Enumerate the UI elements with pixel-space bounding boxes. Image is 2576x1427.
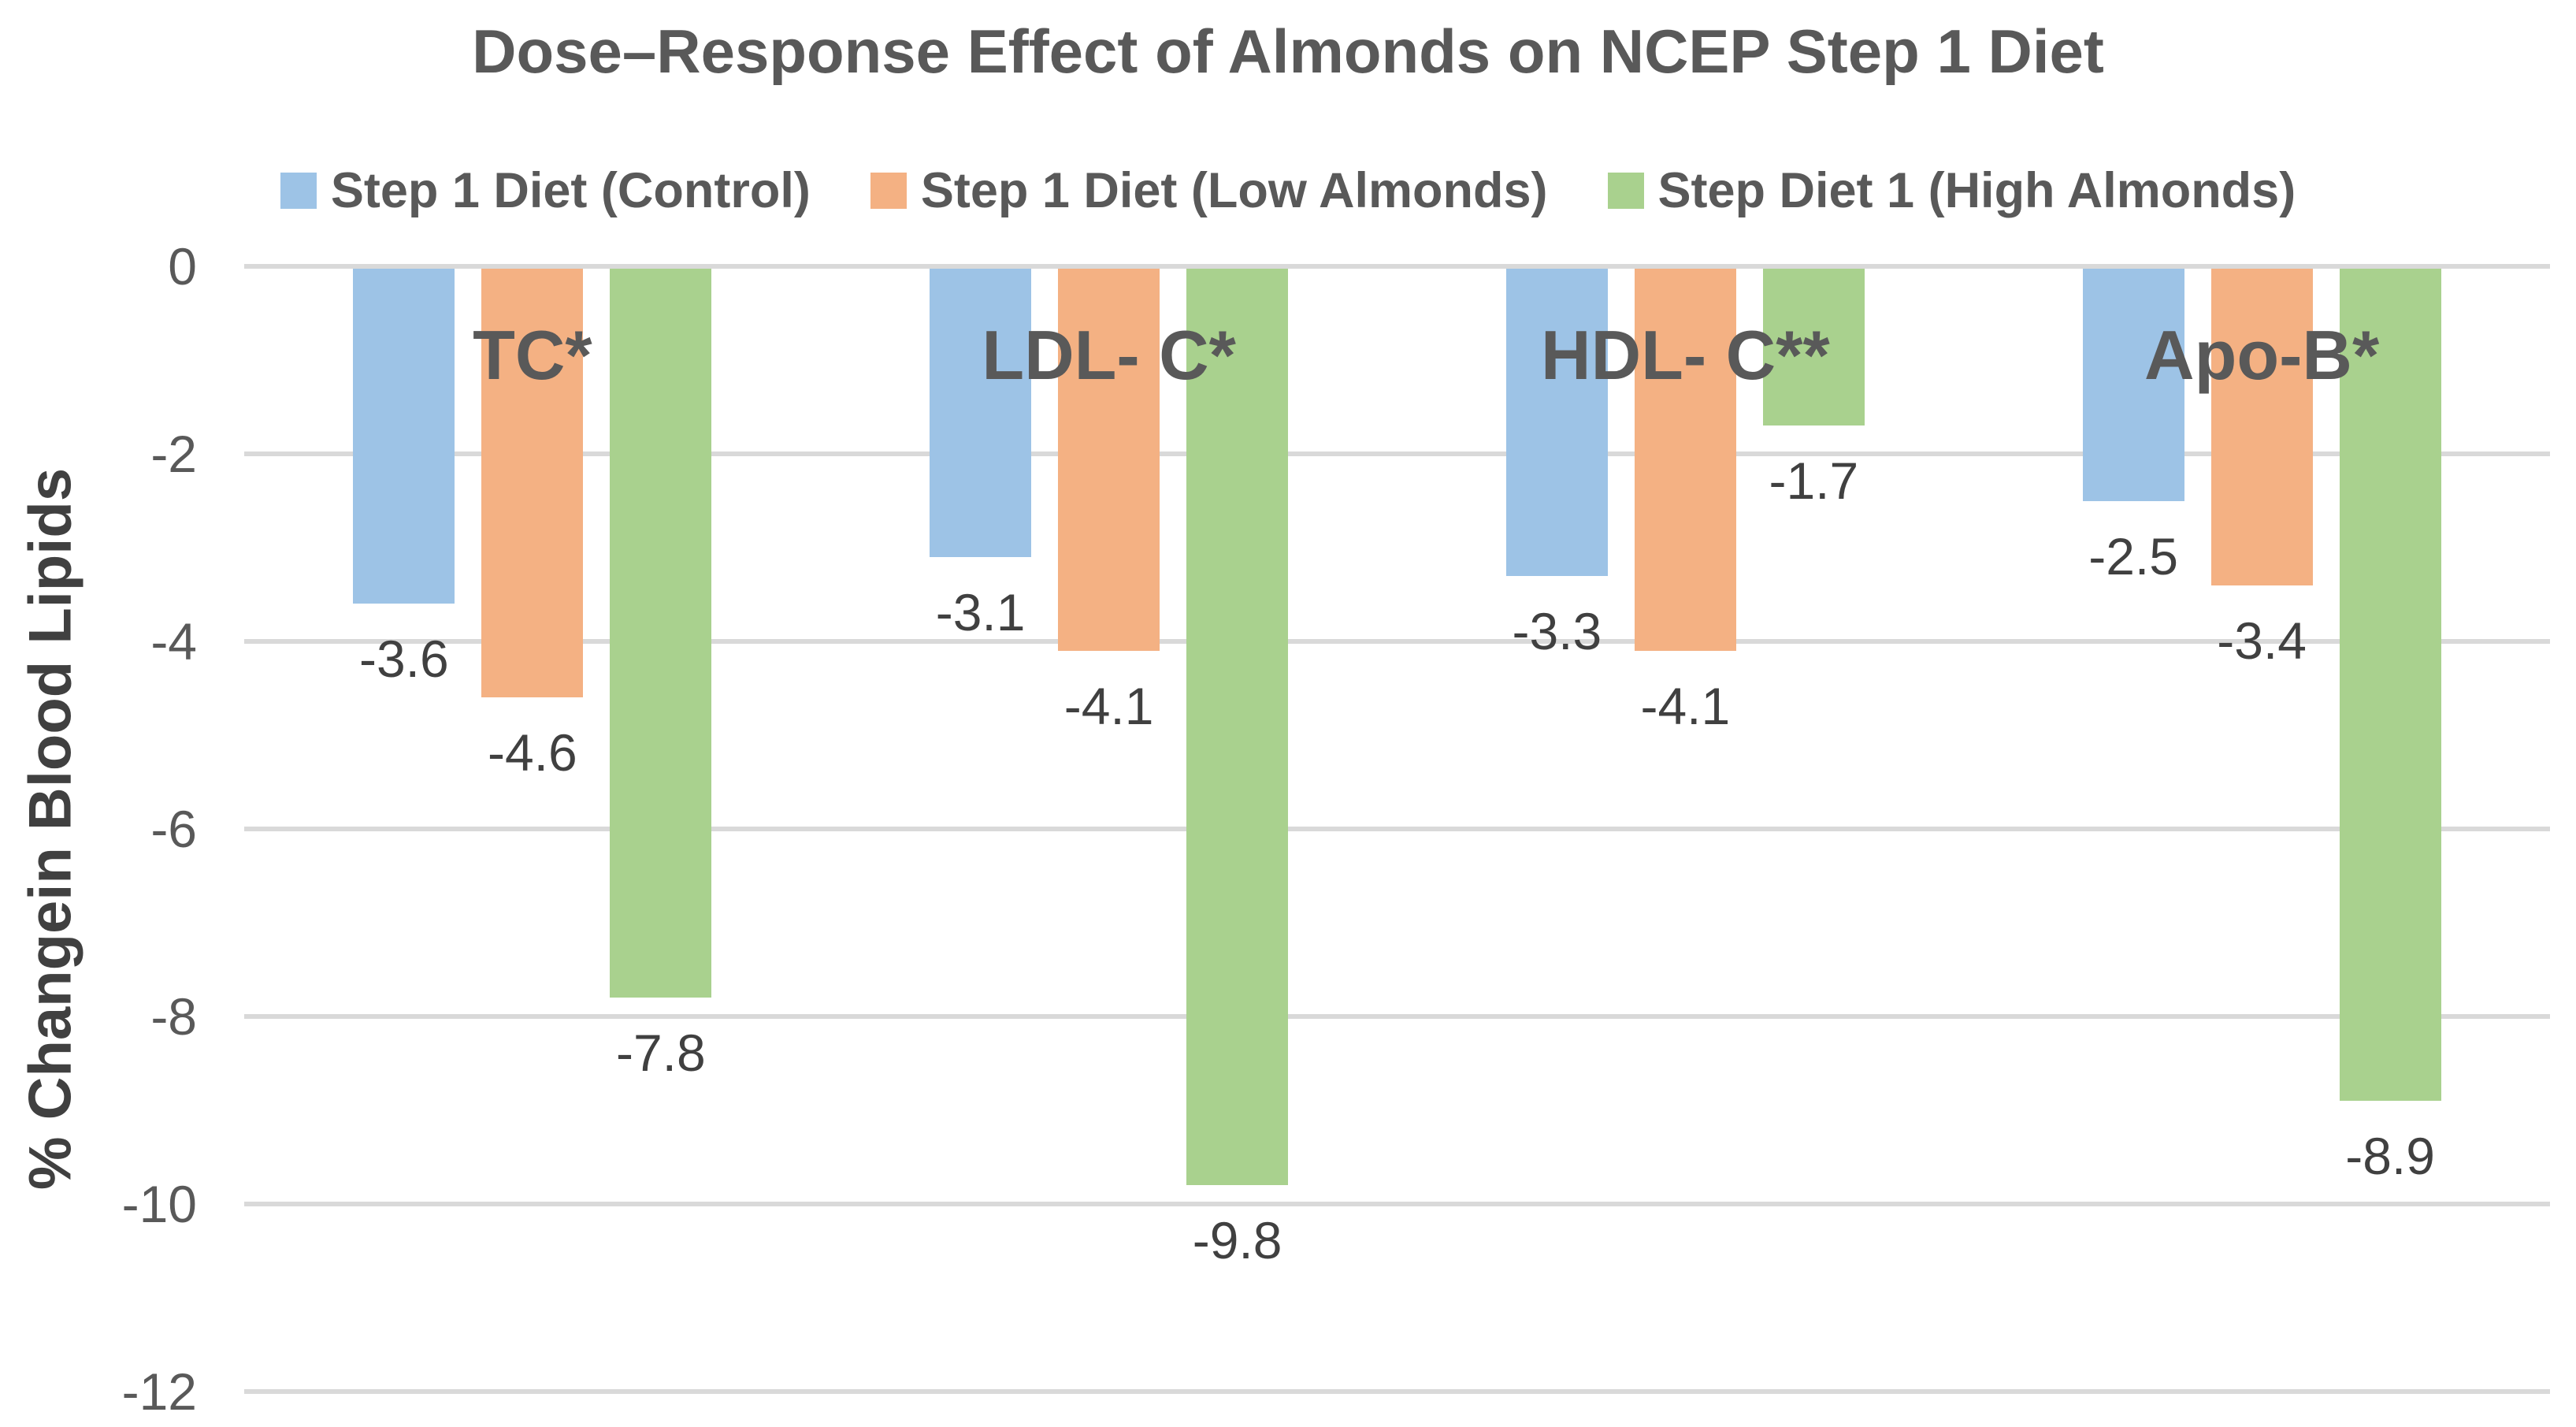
data-label: -3.3 — [1512, 601, 1602, 660]
y-tick-label: 0 — [168, 237, 197, 295]
bar-series1-cat1 — [353, 269, 455, 604]
data-label: -4.1 — [1640, 676, 1731, 735]
category-label: LDL- C* — [982, 316, 1236, 394]
bar-series1-cat3 — [1505, 269, 1608, 576]
legend-swatch-icon — [280, 173, 317, 209]
legend-item: Step 1 Diet (Control) — [280, 163, 811, 218]
legend-item: Step Diet 1 (High Almonds) — [1607, 163, 2296, 218]
gridline-y--4 — [244, 639, 2550, 644]
y-tick-label: -12 — [121, 1362, 197, 1421]
y-tick-label: -8 — [150, 987, 197, 1046]
y-tick-label: -6 — [150, 800, 197, 858]
legend: Step 1 Diet (Control) Step 1 Diet (Low Al… — [0, 154, 2576, 227]
legend-swatch-icon — [1607, 173, 1644, 209]
gridline-y--2 — [244, 452, 2550, 456]
bar-series2-cat4 — [2210, 269, 2313, 585]
bar-series1-cat4 — [2082, 269, 2184, 501]
data-label: -1.7 — [1769, 452, 1859, 511]
y-tick-label: -4 — [150, 612, 197, 671]
category-label: TC* — [473, 316, 592, 394]
legend-item: Step 1 Diet (Low Almonds) — [870, 163, 1548, 218]
bar-series2-cat3 — [1634, 269, 1736, 651]
data-label: -8.9 — [2345, 1127, 2435, 1186]
bar-series3-cat3 — [1762, 269, 1865, 426]
bar-series1-cat2 — [930, 269, 1032, 557]
bar-series3-cat4 — [2339, 269, 2441, 1102]
category-label: Apo-B* — [2144, 316, 2380, 394]
data-label: -3.4 — [2217, 611, 2307, 670]
category-label: HDL- C** — [1541, 316, 1830, 394]
gridline-y--10 — [244, 1202, 2550, 1206]
y-tick-label: -2 — [150, 425, 197, 483]
bar-series3-cat1 — [610, 269, 712, 998]
gridline-y--12 — [244, 1389, 2550, 1394]
data-label: -3.1 — [935, 582, 1026, 641]
data-label: -2.5 — [2088, 526, 2178, 585]
data-label: -4.6 — [488, 723, 577, 782]
legend-swatch-icon — [870, 173, 907, 209]
bar-series3-cat2 — [1186, 269, 1289, 1186]
legend-label: Step 1 Diet (Low Almonds) — [920, 163, 1548, 218]
chart-title: Dose–Response Effect of Almonds on NCEP … — [472, 17, 2104, 86]
legend-label: Step Diet 1 (High Almonds) — [1657, 163, 2296, 218]
data-label: -3.6 — [359, 630, 449, 689]
bar-series2-cat1 — [481, 269, 584, 698]
y-tick-label: -10 — [121, 1175, 197, 1233]
bar-series2-cat2 — [1058, 269, 1160, 651]
data-label: -4.1 — [1063, 676, 1154, 735]
gridline-y--8 — [244, 1014, 2550, 1019]
legend-label: Step 1 Diet (Control) — [330, 163, 811, 218]
gridline-y-0 — [244, 264, 2550, 269]
data-label: -9.8 — [1192, 1211, 1282, 1270]
data-label: -7.8 — [616, 1024, 706, 1083]
gridline-y--6 — [244, 827, 2550, 831]
